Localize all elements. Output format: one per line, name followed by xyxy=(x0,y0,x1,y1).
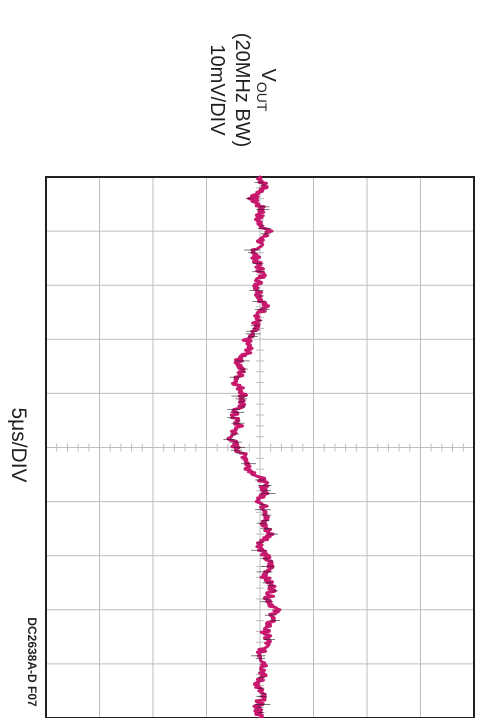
channel-label-group: VOUT (20MHz BW) 10mV/DIV xyxy=(206,33,279,147)
grid xyxy=(46,177,474,718)
channel-name-sub: OUT xyxy=(254,82,270,112)
time-scale-label: 5μs/DIV xyxy=(7,407,30,482)
channel-scale: 10mV/DIV xyxy=(206,44,228,136)
channel-name: VOUT xyxy=(254,69,279,112)
channel-name-main: V xyxy=(257,69,279,83)
center-axis-ticks xyxy=(56,187,464,708)
channel-bandwidth: (20MHz BW) xyxy=(231,33,253,147)
figure-id: DC2638A-D F07 xyxy=(25,617,39,707)
trace-layer xyxy=(223,175,282,718)
